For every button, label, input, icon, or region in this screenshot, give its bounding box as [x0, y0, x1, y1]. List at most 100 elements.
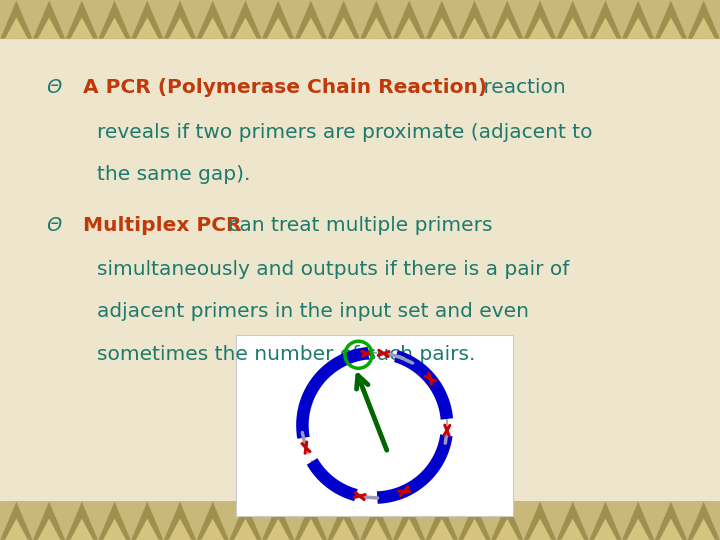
- Polygon shape: [328, 0, 360, 39]
- Polygon shape: [294, 501, 328, 540]
- Polygon shape: [103, 518, 126, 540]
- Polygon shape: [131, 501, 163, 540]
- Polygon shape: [197, 0, 229, 39]
- Polygon shape: [562, 518, 584, 540]
- Polygon shape: [589, 0, 622, 39]
- Polygon shape: [234, 17, 257, 39]
- Polygon shape: [5, 518, 28, 540]
- Polygon shape: [622, 0, 654, 39]
- Polygon shape: [458, 0, 491, 39]
- Polygon shape: [98, 501, 131, 540]
- Polygon shape: [98, 0, 131, 39]
- Polygon shape: [523, 501, 557, 540]
- Polygon shape: [654, 501, 688, 540]
- Polygon shape: [365, 518, 388, 540]
- Polygon shape: [397, 17, 420, 39]
- Polygon shape: [688, 0, 720, 39]
- Polygon shape: [266, 17, 289, 39]
- Polygon shape: [528, 518, 552, 540]
- Polygon shape: [136, 518, 158, 540]
- Polygon shape: [32, 501, 66, 540]
- Polygon shape: [622, 501, 654, 540]
- Polygon shape: [491, 0, 523, 39]
- Polygon shape: [131, 0, 163, 39]
- Polygon shape: [692, 17, 715, 39]
- Polygon shape: [523, 0, 557, 39]
- Polygon shape: [262, 0, 294, 39]
- Text: sometimes the number of such pairs.: sometimes the number of such pairs.: [97, 345, 476, 363]
- Polygon shape: [426, 501, 458, 540]
- Text: the same gap).: the same gap).: [97, 165, 251, 184]
- Polygon shape: [163, 501, 197, 540]
- Bar: [0, 501, 720, 540]
- Polygon shape: [392, 501, 426, 540]
- Polygon shape: [431, 17, 454, 39]
- Polygon shape: [66, 0, 98, 39]
- Polygon shape: [660, 17, 683, 39]
- Bar: [236, 335, 513, 516]
- Polygon shape: [328, 501, 360, 540]
- Polygon shape: [360, 501, 392, 540]
- Polygon shape: [229, 501, 262, 540]
- Polygon shape: [300, 17, 323, 39]
- Polygon shape: [360, 0, 392, 39]
- Polygon shape: [594, 518, 617, 540]
- Polygon shape: [197, 501, 229, 540]
- Polygon shape: [557, 0, 589, 39]
- Polygon shape: [136, 17, 158, 39]
- Text: adjacent primers in the input set and even: adjacent primers in the input set and ev…: [97, 302, 529, 321]
- Polygon shape: [660, 518, 683, 540]
- Polygon shape: [463, 518, 486, 540]
- Polygon shape: [458, 501, 491, 540]
- Polygon shape: [496, 17, 518, 39]
- Polygon shape: [688, 501, 720, 540]
- Polygon shape: [426, 0, 458, 39]
- Polygon shape: [37, 518, 60, 540]
- Text: simultaneously and outputs if there is a pair of: simultaneously and outputs if there is a…: [97, 260, 570, 279]
- Polygon shape: [71, 17, 94, 39]
- Polygon shape: [71, 518, 94, 540]
- Polygon shape: [266, 518, 289, 540]
- Polygon shape: [332, 17, 355, 39]
- Polygon shape: [332, 518, 355, 540]
- Polygon shape: [654, 0, 688, 39]
- Polygon shape: [103, 17, 126, 39]
- Polygon shape: [392, 0, 426, 39]
- Polygon shape: [496, 518, 518, 540]
- Text: Multiplex PCR: Multiplex PCR: [83, 216, 241, 235]
- Polygon shape: [557, 501, 589, 540]
- Polygon shape: [397, 518, 420, 540]
- Polygon shape: [229, 0, 262, 39]
- Text: reaction: reaction: [477, 78, 566, 97]
- Polygon shape: [300, 518, 323, 540]
- Text: Θ: Θ: [47, 216, 62, 235]
- Polygon shape: [589, 501, 622, 540]
- Polygon shape: [202, 518, 224, 540]
- Text: can treat multiple primers: can treat multiple primers: [222, 216, 493, 235]
- Polygon shape: [491, 501, 523, 540]
- Polygon shape: [562, 17, 584, 39]
- Polygon shape: [0, 0, 32, 39]
- Polygon shape: [262, 501, 294, 540]
- Polygon shape: [66, 501, 98, 540]
- Polygon shape: [626, 518, 649, 540]
- Polygon shape: [594, 17, 617, 39]
- Polygon shape: [0, 501, 32, 540]
- Text: Θ: Θ: [47, 78, 62, 97]
- Polygon shape: [168, 17, 192, 39]
- Text: reveals if two primers are proximate (adjacent to: reveals if two primers are proximate (ad…: [97, 123, 593, 141]
- Polygon shape: [163, 0, 197, 39]
- Polygon shape: [5, 17, 28, 39]
- Polygon shape: [32, 0, 66, 39]
- Polygon shape: [202, 17, 224, 39]
- Polygon shape: [37, 17, 60, 39]
- Polygon shape: [692, 518, 715, 540]
- Polygon shape: [431, 518, 454, 540]
- Polygon shape: [168, 518, 192, 540]
- Text: A PCR (Polymerase Chain Reaction): A PCR (Polymerase Chain Reaction): [83, 78, 487, 97]
- Polygon shape: [463, 17, 486, 39]
- Polygon shape: [234, 518, 257, 540]
- Polygon shape: [528, 17, 552, 39]
- Bar: [0, 0, 720, 39]
- Polygon shape: [365, 17, 388, 39]
